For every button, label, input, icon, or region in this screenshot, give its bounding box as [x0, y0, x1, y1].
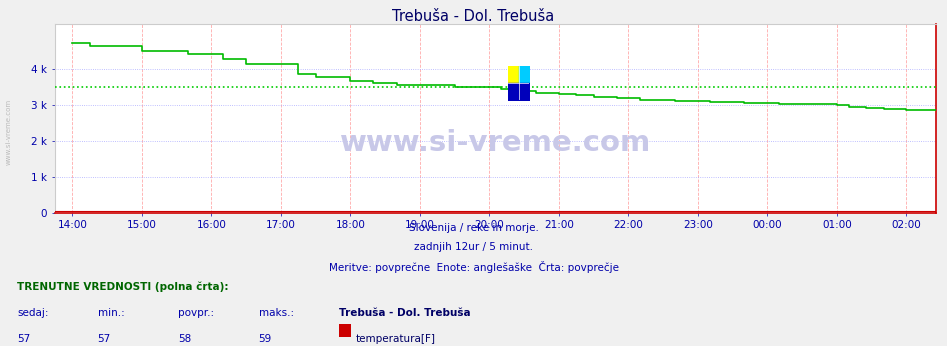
- Text: 59: 59: [259, 334, 272, 344]
- Text: 58: 58: [178, 334, 191, 344]
- Text: www.si-vreme.com: www.si-vreme.com: [6, 98, 11, 165]
- Text: Slovenija / reke in morje.: Slovenija / reke in morje.: [408, 223, 539, 233]
- Text: povpr.:: povpr.:: [178, 308, 214, 318]
- Text: 57: 57: [17, 334, 30, 344]
- Text: Meritve: povprečne  Enote: anglešaške  Črta: povprečje: Meritve: povprečne Enote: anglešaške Črt…: [329, 261, 618, 273]
- Text: 57: 57: [98, 334, 111, 344]
- Text: temperatura[F]: temperatura[F]: [356, 334, 436, 344]
- Text: sedaj:: sedaj:: [17, 308, 48, 318]
- Text: maks.:: maks.:: [259, 308, 294, 318]
- Text: TRENUTNE VREDNOSTI (polna črta):: TRENUTNE VREDNOSTI (polna črta):: [17, 282, 228, 292]
- Text: Trebuša - Dol. Trebuša: Trebuša - Dol. Trebuša: [339, 308, 471, 318]
- Text: zadnjih 12ur / 5 minut.: zadnjih 12ur / 5 minut.: [414, 242, 533, 252]
- Text: min.:: min.:: [98, 308, 124, 318]
- Text: www.si-vreme.com: www.si-vreme.com: [340, 129, 651, 157]
- Text: Trebuša - Dol. Trebuša: Trebuša - Dol. Trebuša: [392, 9, 555, 24]
